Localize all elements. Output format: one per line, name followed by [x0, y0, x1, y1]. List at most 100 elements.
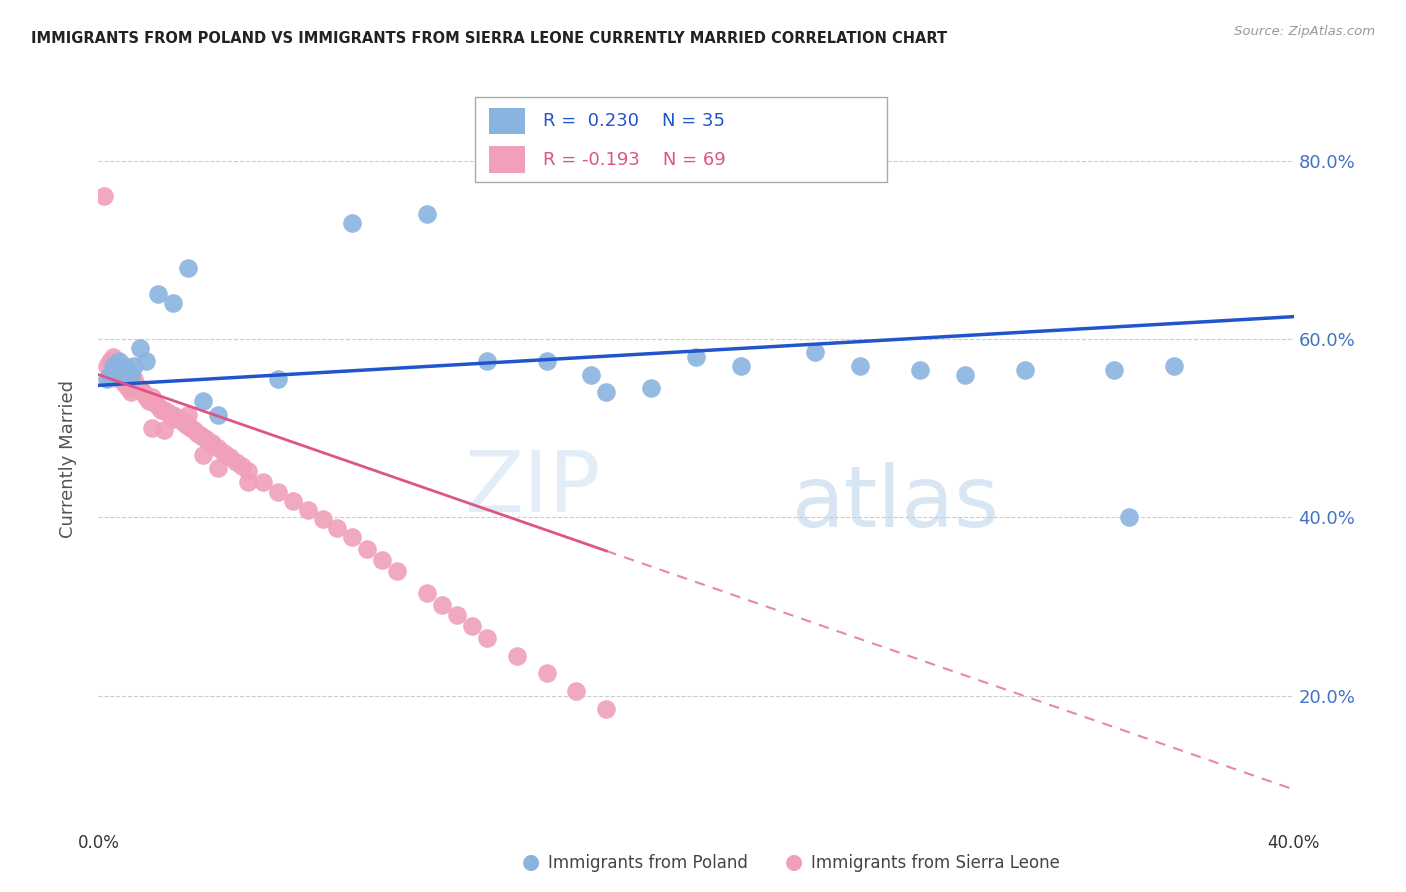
- Point: [143, 396, 166, 410]
- Point: [148, 287, 170, 301]
- Point: [124, 372, 146, 386]
- Point: [297, 503, 319, 517]
- Point: [640, 381, 662, 395]
- Y-axis label: Currently Married: Currently Married: [59, 380, 77, 539]
- Point: [108, 354, 131, 368]
- Point: [177, 260, 200, 275]
- Point: [98, 368, 122, 382]
- Point: [120, 385, 142, 400]
- Point: [177, 419, 200, 434]
- Point: [177, 408, 200, 422]
- Point: [135, 390, 157, 404]
- Point: [103, 359, 125, 373]
- Point: [236, 475, 259, 489]
- Point: [93, 189, 115, 203]
- FancyBboxPatch shape: [489, 108, 524, 135]
- Point: [849, 359, 872, 373]
- Point: [111, 368, 134, 382]
- Point: [186, 425, 208, 440]
- Text: atlas: atlas: [792, 462, 1000, 545]
- Point: [311, 512, 333, 526]
- Point: [430, 598, 453, 612]
- Point: [207, 441, 229, 455]
- Point: [153, 423, 176, 437]
- Point: [191, 394, 214, 409]
- Point: [96, 359, 118, 373]
- Point: [326, 521, 349, 535]
- Point: [141, 390, 163, 404]
- Point: [1104, 363, 1126, 377]
- Text: ZIP: ZIP: [464, 448, 600, 531]
- Point: [162, 408, 184, 422]
- Text: IMMIGRANTS FROM POLAND VS IMMIGRANTS FROM SIERRA LEONE CURRENTLY MARRIED CORRELA: IMMIGRANTS FROM POLAND VS IMMIGRANTS FRO…: [31, 31, 948, 46]
- Point: [162, 296, 184, 310]
- Point: [111, 368, 134, 382]
- Point: [565, 684, 588, 698]
- Text: R = -0.193    N = 69: R = -0.193 N = 69: [543, 151, 725, 169]
- Text: ●: ●: [523, 853, 540, 872]
- Point: [117, 381, 139, 395]
- Text: Source: ZipAtlas.com: Source: ZipAtlas.com: [1234, 25, 1375, 38]
- Point: [135, 354, 157, 368]
- Point: [595, 385, 617, 400]
- Point: [475, 354, 498, 368]
- Point: [191, 430, 214, 444]
- Point: [371, 553, 394, 567]
- Point: [804, 345, 827, 359]
- Point: [219, 450, 242, 464]
- Point: [105, 363, 128, 377]
- Point: [581, 368, 603, 382]
- Point: [267, 372, 290, 386]
- Point: [1118, 510, 1140, 524]
- Point: [953, 368, 976, 382]
- Point: [461, 619, 484, 633]
- Point: [252, 475, 274, 489]
- Point: [129, 381, 152, 395]
- Point: [475, 631, 498, 645]
- Point: [356, 541, 378, 556]
- Point: [120, 368, 142, 382]
- Text: ●: ●: [786, 853, 803, 872]
- Point: [342, 216, 364, 230]
- Point: [685, 350, 707, 364]
- Point: [207, 408, 229, 422]
- Point: [536, 354, 558, 368]
- Point: [172, 414, 194, 428]
- Point: [281, 494, 304, 508]
- Point: [180, 421, 202, 435]
- Point: [416, 586, 439, 600]
- Point: [188, 428, 211, 442]
- Point: [148, 399, 170, 413]
- Point: [446, 608, 468, 623]
- Point: [416, 207, 439, 221]
- Point: [159, 408, 181, 422]
- Point: [385, 564, 409, 578]
- Point: [108, 372, 131, 386]
- Point: [174, 417, 197, 431]
- Point: [98, 354, 122, 368]
- Point: [191, 448, 214, 462]
- Point: [124, 359, 146, 373]
- FancyBboxPatch shape: [475, 96, 887, 182]
- Point: [129, 341, 152, 355]
- Point: [165, 410, 187, 425]
- Point: [1163, 359, 1185, 373]
- Point: [132, 385, 155, 400]
- Point: [127, 381, 149, 395]
- Point: [536, 666, 558, 681]
- Point: [267, 485, 290, 500]
- Point: [117, 363, 139, 377]
- Point: [207, 461, 229, 475]
- Point: [236, 464, 259, 478]
- Point: [96, 372, 118, 386]
- Point: [150, 403, 173, 417]
- Point: [162, 412, 184, 426]
- Text: Immigrants from Poland: Immigrants from Poland: [548, 855, 748, 872]
- Point: [1014, 363, 1036, 377]
- Point: [342, 530, 364, 544]
- Text: R =  0.230    N = 35: R = 0.230 N = 35: [543, 112, 725, 130]
- Point: [153, 403, 176, 417]
- Point: [103, 350, 125, 364]
- Point: [908, 363, 931, 377]
- Point: [212, 446, 235, 460]
